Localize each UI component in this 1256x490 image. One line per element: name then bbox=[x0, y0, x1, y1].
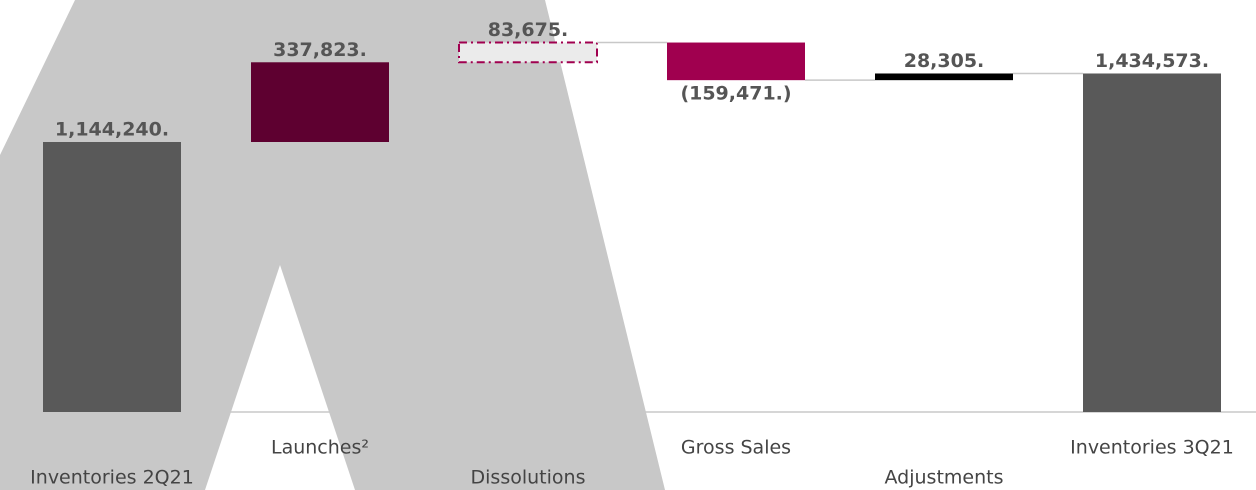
value-label: 1,434,573. bbox=[1095, 50, 1209, 72]
bar bbox=[875, 73, 1013, 81]
bar bbox=[1083, 73, 1221, 412]
bar bbox=[43, 141, 181, 412]
bar bbox=[251, 62, 389, 142]
x-tick-label: Inventories 2Q21 bbox=[30, 467, 194, 489]
x-tick-label: Gross Sales bbox=[681, 437, 791, 459]
bar bbox=[458, 41, 598, 64]
x-tick-label: Inventories 3Q21 bbox=[1070, 437, 1234, 459]
value-label: 1,144,240. bbox=[55, 118, 169, 140]
x-tick-label: Adjustments bbox=[885, 467, 1004, 489]
bar bbox=[667, 42, 805, 81]
value-label: 337,823. bbox=[273, 39, 367, 61]
value-label: (159,471.) bbox=[680, 83, 791, 105]
x-tick-label: Launches² bbox=[271, 437, 369, 459]
value-label: 83,675. bbox=[488, 19, 569, 41]
x-tick-label: Dissolutions bbox=[471, 467, 586, 489]
value-label: 28,305. bbox=[904, 50, 985, 72]
